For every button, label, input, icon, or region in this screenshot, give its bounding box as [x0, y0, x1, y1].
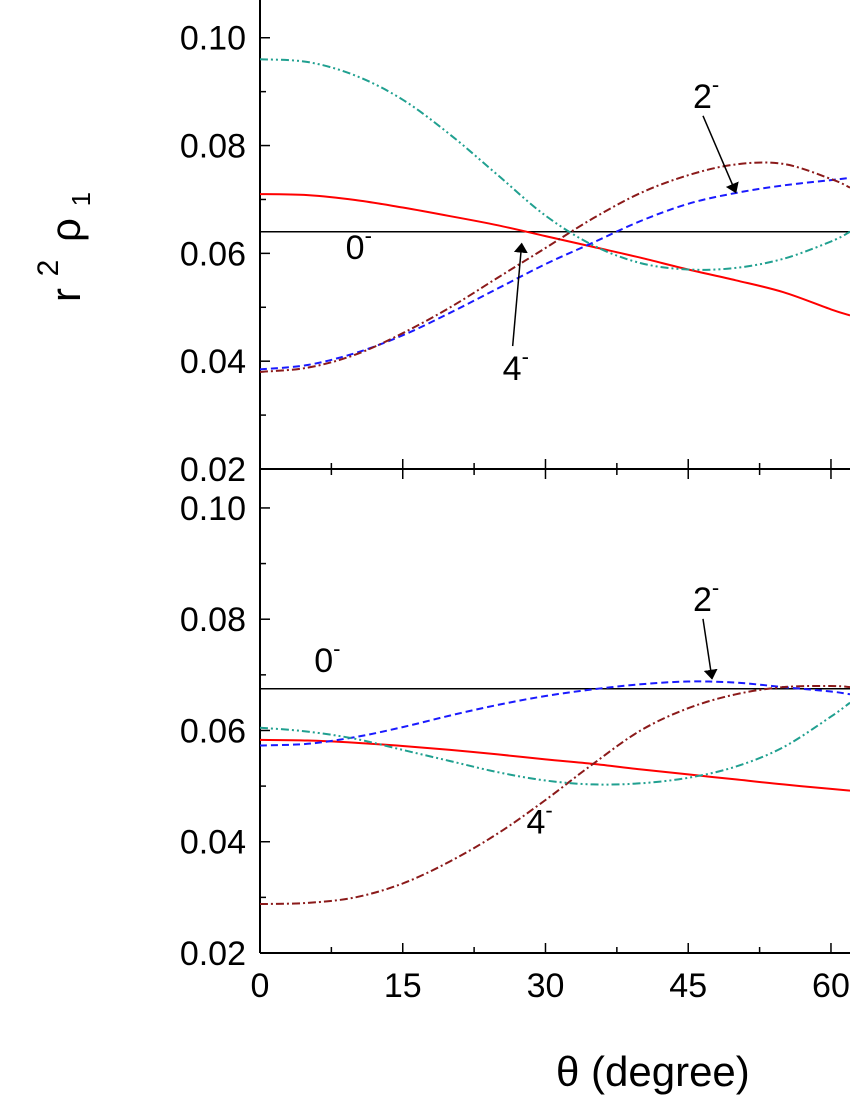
bottom-annotation-4: 4-: [526, 797, 552, 841]
top-series-line-3: [260, 161, 850, 373]
y-axis-title-sub: 1: [66, 192, 96, 206]
bottom-y-tick-label: 0.10: [180, 490, 246, 528]
top-series-line-2: [260, 176, 850, 371]
bottom-x-tick-label: 60: [812, 967, 850, 1005]
top-annotation-arrow: [702, 115, 739, 194]
y-axis-title-rho: ρ: [42, 218, 89, 242]
bottom-series-line-4: [260, 701, 850, 786]
bottom-series-line-1: [260, 738, 850, 792]
top-series-line-4: [260, 58, 850, 271]
annotation-sup: -: [333, 636, 340, 661]
annotation-base: 2: [693, 581, 712, 619]
bottom-series-line-2: [260, 680, 850, 747]
annotation-sup: -: [712, 575, 719, 600]
annotation-base: 4: [503, 350, 522, 388]
top-y-tick-label: 0.08: [180, 128, 246, 166]
x-axis-title: θ (degree): [556, 1048, 750, 1095]
top-y-tick-label: 0.10: [180, 20, 246, 58]
bottom-series-line-3: [260, 684, 850, 905]
bottom-x-tick-label: 45: [669, 967, 707, 1005]
annotation-base: 0: [346, 229, 365, 267]
annotation-base: 4: [526, 803, 545, 841]
bottom-series-group: [260, 680, 850, 905]
top-y-tick-label: 0.04: [180, 343, 246, 381]
top-annotation-arrow: [511, 242, 528, 347]
bottom-y-tick-label: 0.06: [180, 712, 246, 750]
annotation-layer: 0-2-4-0-2-4-: [314, 72, 739, 841]
bottom-y-tick-label: 0.04: [180, 824, 246, 862]
annotation-sup: -: [545, 797, 552, 822]
top-y-tick-label: 0.02: [180, 451, 246, 489]
y-axis-title-sup: 2: [32, 260, 65, 277]
y-axis-title-base: r: [42, 288, 89, 302]
bottom-x-tick-label: 30: [527, 967, 565, 1005]
y-axis-title: r 2 ρ 1: [20, 192, 96, 302]
top-annotation-2: 2-: [693, 72, 719, 116]
top-series-line-1: [260, 193, 850, 317]
bottom-x-tick-label: 15: [384, 967, 422, 1005]
series-layer: [260, 58, 850, 905]
annotation-sup: -: [712, 72, 719, 97]
axes-layer: 0.020.040.060.080.100.020.040.060.080.10…: [180, 0, 850, 1005]
top-annotation-4: 4-: [503, 344, 529, 388]
svg-text:r 2 ρ 1: r 2 ρ 1: [20, 192, 96, 302]
bottom-y-tick-label: 0.08: [180, 601, 246, 639]
top-y-tick-label: 0.06: [180, 235, 246, 273]
top-series-group: [260, 58, 850, 373]
annotation-base: 0: [314, 642, 333, 680]
annotation-base: 2: [693, 78, 712, 116]
annotation-sup: -: [365, 223, 372, 248]
annotation-sup: -: [522, 344, 529, 369]
top-annotation-0: 0-: [346, 223, 372, 267]
bottom-x-tick-label: 0: [251, 967, 270, 1005]
bottom-annotation-0: 0-: [314, 636, 340, 680]
bottom-y-tick-label: 0.02: [180, 935, 246, 973]
bottom-annotation-2: 2-: [693, 575, 719, 619]
bottom-annotation-arrow: [702, 618, 718, 680]
